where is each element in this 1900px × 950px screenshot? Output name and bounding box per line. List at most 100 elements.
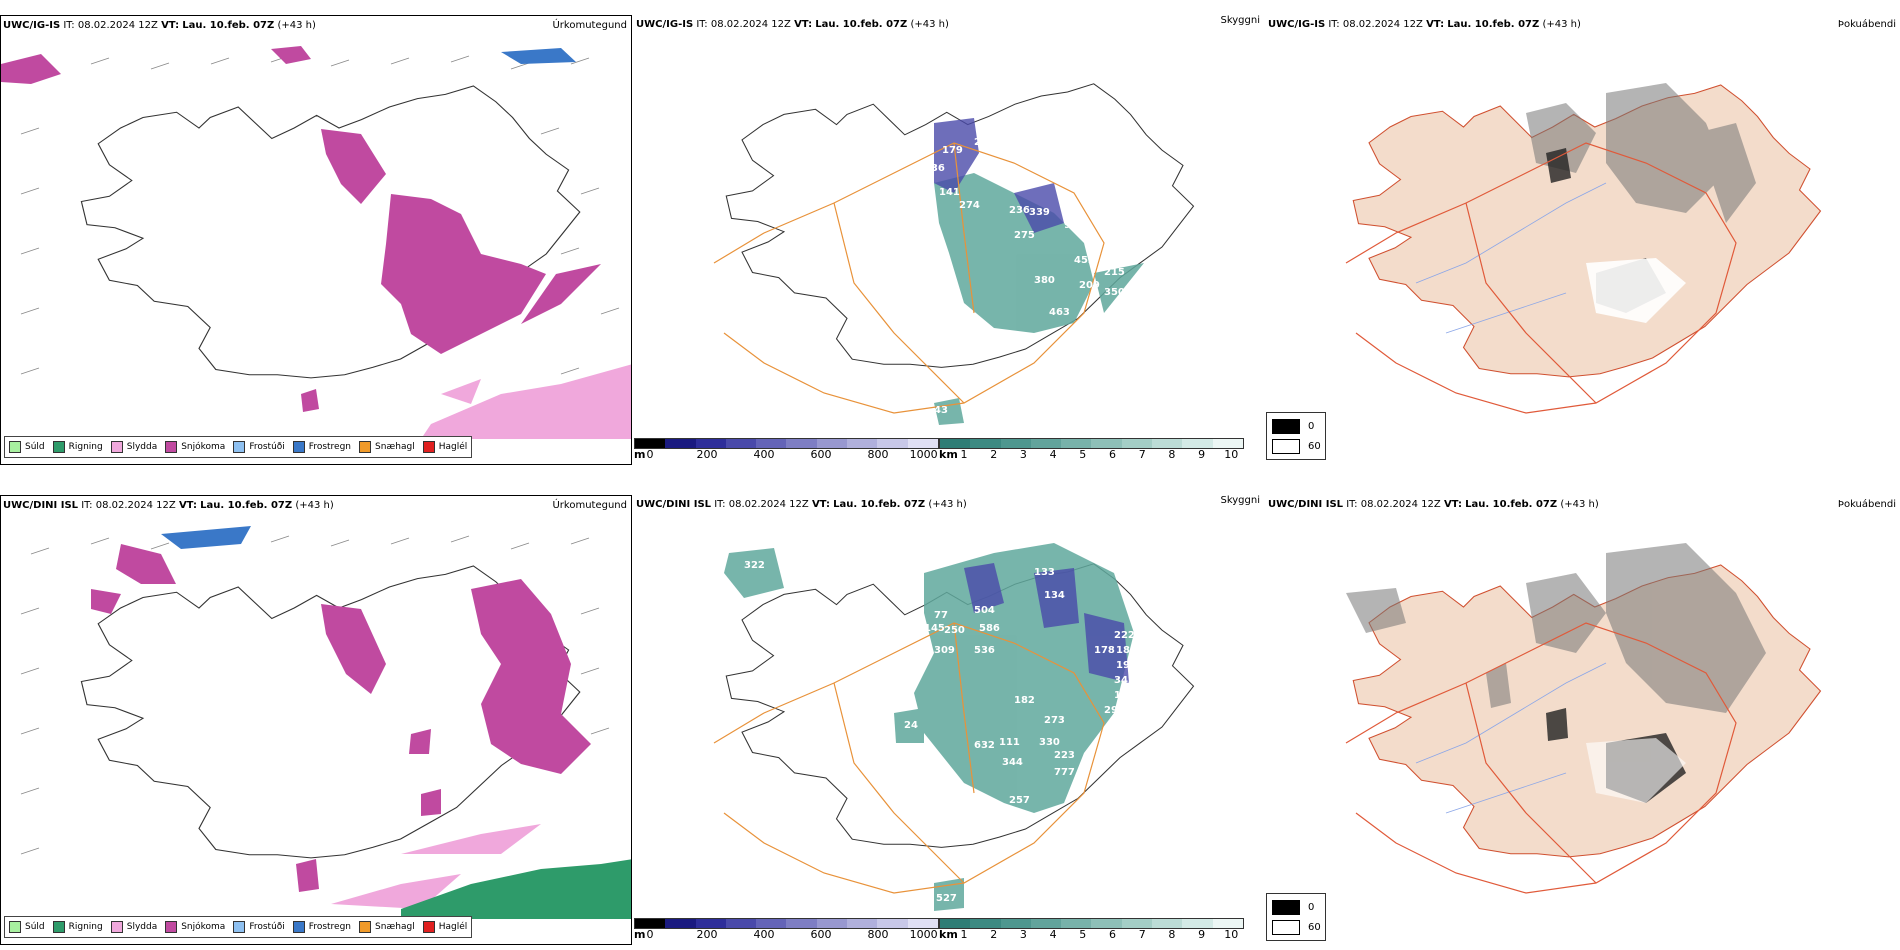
panel-header: UWC/DINI ISL IT: 08.02.2024 12Z VT: Lau.… (636, 495, 1260, 513)
wind-barbs (20, 55, 620, 375)
iceland-coastline (80, 85, 581, 379)
fog-map[interactable] (1266, 33, 1896, 438)
tick-label: 200 (696, 928, 718, 941)
ceiling-label: 24 (904, 720, 918, 731)
visibility-unit: km (939, 928, 958, 941)
valid-time-label: VT: (1443, 499, 1462, 510)
product-title: Þokuábendi (1837, 499, 1896, 510)
legend-label: Frostregn (308, 922, 352, 932)
legend-label: Snæhagl (375, 922, 415, 932)
swatch-freezing-drizzle (233, 921, 246, 933)
ceiling-label: 309 (934, 645, 955, 656)
legend-label: Súld (25, 922, 45, 932)
height-ticks: 0 200 400 600 800 1000 (646, 928, 938, 942)
tick-label: 1 (960, 928, 968, 941)
ceiling-label: 207 (974, 137, 995, 148)
init-time-label: IT: (63, 20, 75, 31)
valid-time-label: VT: (161, 20, 180, 31)
valid-time: Lau. 10.feb. 07Z (833, 499, 926, 510)
ceiling-label: 179 (942, 145, 963, 156)
ceiling-label: 536 (974, 645, 995, 656)
init-time-label: IT: (696, 19, 708, 30)
road-network (1345, 142, 1737, 414)
rivers (1415, 662, 1607, 814)
ceiling-map[interactable]: 179 207 136 839 141 274 236 339 275 902 … (634, 33, 1264, 438)
tick-label: 9 (1198, 448, 1206, 461)
freezing-rain-areas (501, 48, 576, 64)
legend-label: Súld (25, 442, 45, 452)
ceiling-label: 236 (1009, 205, 1030, 216)
precip-map[interactable] (1, 514, 631, 919)
legend-item: Frostúði (233, 441, 285, 453)
ceiling-label: 198 (1116, 660, 1137, 671)
glaciers (1586, 738, 1686, 803)
legend-label: Haglél (438, 442, 468, 452)
ceiling-label: 141 (939, 187, 960, 198)
init-time: 08.02.2024 12Z (710, 19, 791, 30)
valid-time: Lau. 10.feb. 07Z (200, 500, 293, 511)
tick-label: 3 (1019, 448, 1027, 461)
ceiling-label: 586 (979, 623, 1000, 634)
legend-item: Slydda (110, 441, 157, 453)
tick-label: 600 (810, 928, 832, 941)
tick-label: 10 (1224, 928, 1239, 941)
ceiling-label: 77 (934, 610, 948, 621)
model-name: UWC/IG-IS (3, 20, 61, 31)
precip-map[interactable] (1, 34, 631, 439)
ceiling-label: 178 (1094, 645, 1115, 656)
ceiling-label: 250 (944, 625, 965, 636)
fog-map[interactable] (1266, 513, 1896, 918)
legend-item: Snæhagl (359, 921, 415, 933)
ceiling-label: 111 (999, 737, 1020, 748)
valid-time: Lau. 10.feb. 07Z (1465, 499, 1558, 510)
tick-label: 3 (1019, 928, 1027, 941)
valid-time: Lau. 10.feb. 07Z (182, 20, 275, 31)
ceiling-label: 839 (984, 165, 1005, 176)
tick-label: 1000 (909, 448, 938, 461)
ceiling-label: 342 (1114, 675, 1135, 686)
ceiling-label: 134 (1044, 590, 1065, 601)
tick-label: 200 (696, 448, 718, 461)
model-name: UWC/IG-IS (1268, 19, 1326, 30)
legend-item: Rigning (52, 921, 103, 933)
legend-item: Frostúði (233, 921, 285, 933)
rain-areas (401, 859, 631, 919)
height-unit: m (634, 928, 646, 941)
legend-label: Frostúði (249, 922, 285, 932)
model-name: UWC/DINI ISL (3, 500, 79, 511)
lead-time: (+43 h) (1542, 19, 1581, 30)
ceiling-label: 222 (1114, 630, 1135, 641)
ceiling-label: 275 (1014, 230, 1035, 241)
swatch-rain (52, 921, 65, 933)
swatch-freezing-rain (292, 921, 305, 933)
ceiling-label: 645 (1232, 900, 1253, 911)
ceiling-map[interactable]: 322 77 504 250 586 145 536 309 133 134 1… (634, 513, 1264, 918)
fog-legend-bottom: 0 60 (1266, 893, 1326, 941)
fog-panel-top: UWC/IG-IS IT: 08.02.2024 12Z VT: Lau. 10… (1266, 15, 1900, 465)
lead-time: (+43 h) (295, 500, 334, 511)
legend-item: Slydda (110, 921, 158, 933)
tick-label: 800 (867, 448, 889, 461)
ceiling-label: 43 (934, 405, 948, 416)
init-time: 08.02.2024 12Z (1360, 499, 1441, 510)
ceiling-panel-bottom: UWC/DINI ISL IT: 08.02.2024 12Z VT: Lau.… (634, 495, 1264, 945)
fog-legend-row: 0 (1272, 900, 1314, 915)
glaciers (1586, 258, 1686, 323)
legend-item: Súld (9, 441, 45, 453)
ceiling-label: 132 (1114, 690, 1135, 701)
fog-legend-label: 60 (1308, 441, 1321, 452)
ceiling-label: 133 (1034, 567, 1055, 578)
swatch-sleet (110, 921, 123, 933)
legend-label: Slydda (126, 922, 158, 932)
ceiling-label: 145 (924, 623, 945, 634)
product-title: Úrkomutegund (552, 20, 627, 31)
ceiling-label: 136 (924, 163, 945, 174)
valid-time-label: VT: (794, 19, 813, 30)
swatch-snow (165, 921, 178, 933)
ceiling-label: 350 (1104, 287, 1125, 298)
tick-label: 0 (646, 928, 654, 941)
height-ticks: 0 200 400 600 800 1000 (647, 448, 938, 462)
init-time-label: IT: (1328, 19, 1340, 30)
init-time-label: IT: (1346, 499, 1358, 510)
tick-label: 1 (960, 448, 968, 461)
